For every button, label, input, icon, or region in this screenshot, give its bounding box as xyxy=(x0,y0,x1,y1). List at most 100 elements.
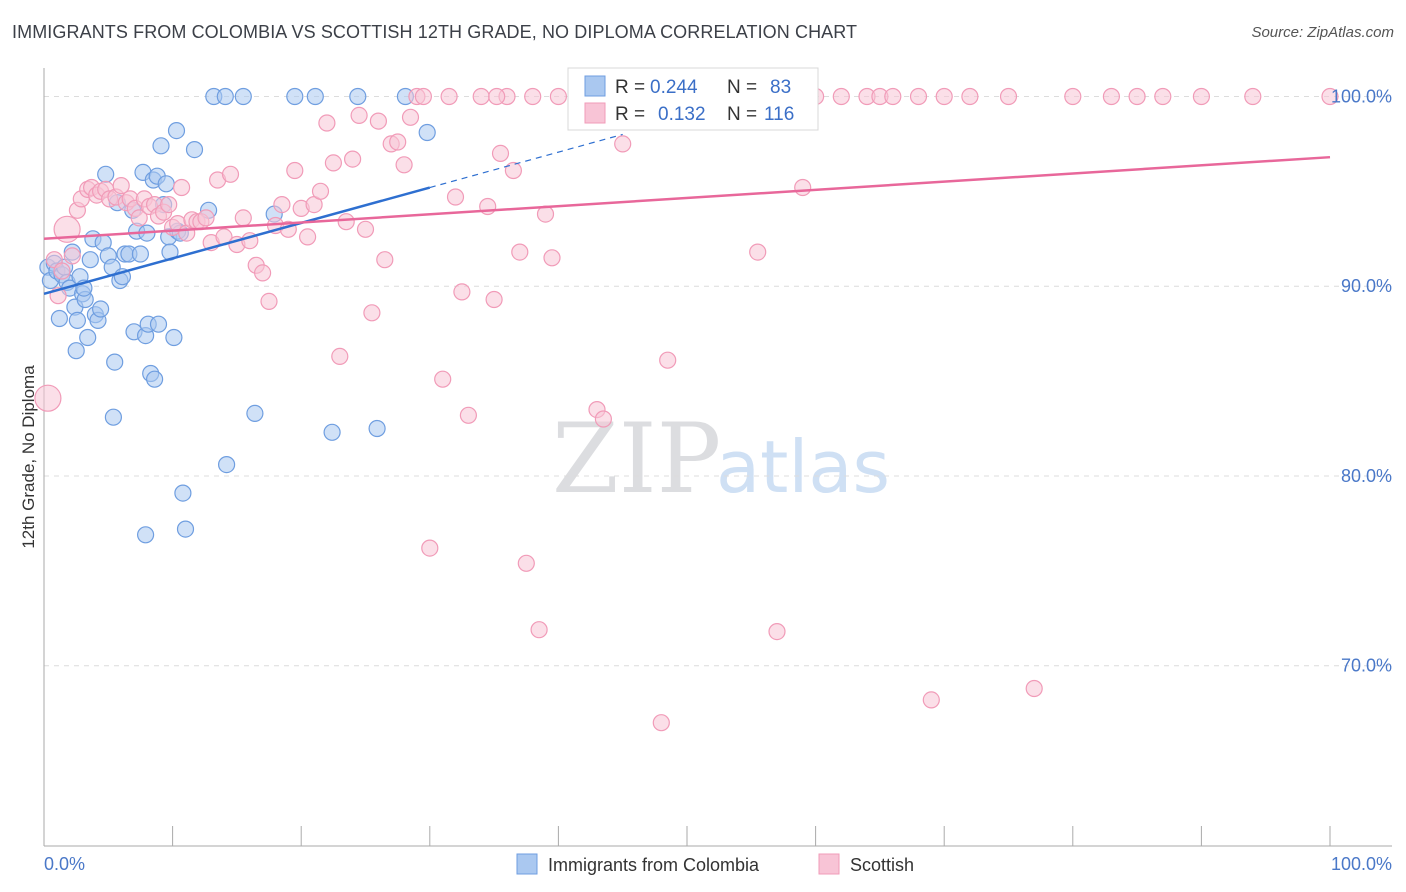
axes xyxy=(43,68,1392,847)
point-scottish-106 xyxy=(909,87,928,106)
point-scottish-61 xyxy=(376,251,394,269)
point-scottish-49 xyxy=(299,228,317,246)
point-colombia-16 xyxy=(79,328,97,347)
stats-n-value-colombia: 83 xyxy=(770,77,791,98)
y-tick-label-3: 100.0% xyxy=(1331,86,1392,106)
y-axis-title: 12th Grade, No Diploma xyxy=(19,365,38,549)
trend-lines xyxy=(43,133,1331,296)
point-colombia-56 xyxy=(185,141,204,159)
point-scottish-68 xyxy=(421,539,439,557)
point-colombia-64 xyxy=(286,87,304,106)
point-scottish-77 xyxy=(491,144,510,162)
point-colombia-35 xyxy=(131,245,149,263)
point-scottish-108 xyxy=(961,87,979,106)
point-colombia-54 xyxy=(174,484,192,502)
point-colombia-26 xyxy=(106,353,124,371)
y-tick-label-0: 70.0% xyxy=(1341,656,1392,676)
point-scottish-43 xyxy=(260,292,278,310)
point-scottish-37 xyxy=(221,165,240,183)
trend-colombia xyxy=(43,186,431,296)
x-tick-label-0: 0.0% xyxy=(44,854,85,874)
point-scottish-39 xyxy=(234,209,252,227)
point-colombia-72 xyxy=(137,526,155,544)
point-scottish-33 xyxy=(197,209,215,227)
point-colombia-50 xyxy=(165,328,183,347)
point-colombia-68 xyxy=(368,419,386,438)
point-scottish-79 xyxy=(504,161,523,180)
point-scottish-52 xyxy=(318,114,336,132)
point-colombia-51 xyxy=(167,122,186,140)
point-scottish-51 xyxy=(311,182,330,200)
watermark-zip: ZIP xyxy=(552,403,721,515)
grid xyxy=(44,95,1392,667)
point-colombia-45 xyxy=(152,137,170,155)
legend-swatch-scottish xyxy=(818,853,840,875)
stats-r-value-scottish: 0.132 xyxy=(658,104,706,125)
stats-n-label-scottish: N = xyxy=(727,104,757,125)
point-scottish-95 xyxy=(659,351,677,369)
stats-box: R = 0.244 N = 83 R = 0.132 N = 116 xyxy=(567,67,819,131)
point-colombia-47 xyxy=(157,175,175,193)
source-label: Source: ZipAtlas.com xyxy=(1251,24,1394,41)
point-scottish-122 xyxy=(935,87,953,106)
point-scottish-57 xyxy=(350,106,368,125)
watermark-atlas: atlas xyxy=(716,425,890,509)
point-colombia-60 xyxy=(218,456,236,474)
point-colombia-4 xyxy=(50,309,69,328)
stats-r-label-colombia: R = xyxy=(615,77,645,98)
point-scottish-82 xyxy=(524,87,542,106)
point-colombia-70 xyxy=(418,123,436,142)
stats-r-value-colombia: 0.244 xyxy=(650,77,698,98)
point-scottish-85 xyxy=(543,249,561,267)
point-scottish-65 xyxy=(401,108,420,126)
point-scottish-3 xyxy=(53,262,71,280)
point-colombia-44 xyxy=(149,315,168,333)
point-scottish-72 xyxy=(453,283,471,301)
point-scottish-25 xyxy=(160,196,178,214)
point-scottish-19 xyxy=(130,209,148,227)
point-scottish-42 xyxy=(254,264,272,282)
point-scottish-55 xyxy=(337,213,355,231)
point-colombia-65 xyxy=(306,87,324,106)
point-scottish-28 xyxy=(173,178,191,197)
point-scottish-114 xyxy=(1192,87,1211,106)
y-tick-label-1: 80.0% xyxy=(1341,466,1392,486)
point-scottish-100 xyxy=(768,622,786,641)
point-colombia-61 xyxy=(234,87,252,106)
point-colombia-42 xyxy=(146,370,164,388)
point-colombia-23 xyxy=(97,165,115,183)
point-scottish-102 xyxy=(794,178,812,197)
point-scottish-59 xyxy=(363,304,381,322)
point-scottish-83 xyxy=(530,621,548,639)
point-scottish-64 xyxy=(395,156,413,174)
point-scottish-45 xyxy=(273,196,291,214)
point-scottish-76 xyxy=(485,290,503,309)
point-scottish-89 xyxy=(594,410,613,428)
point-scottish-15 xyxy=(112,177,130,195)
point-scottish-71 xyxy=(446,188,465,206)
point-scottish-54 xyxy=(331,347,349,365)
point-scottish-0 xyxy=(34,384,62,412)
point-colombia-55 xyxy=(176,520,195,538)
stats-box-frame xyxy=(567,67,819,131)
point-scottish-94 xyxy=(652,714,670,732)
point-colombia-21 xyxy=(91,300,110,318)
point-scottish-113 xyxy=(1154,87,1172,106)
point-scottish-99 xyxy=(749,243,767,261)
point-scottish-123 xyxy=(1128,87,1146,106)
legend-label-scottish: Scottish xyxy=(850,855,914,875)
point-scottish-103 xyxy=(832,87,850,106)
point-scottish-115 xyxy=(1244,87,1262,106)
point-scottish-91 xyxy=(614,135,632,153)
point-scottish-60 xyxy=(369,112,387,130)
point-scottish-47 xyxy=(286,161,304,180)
point-scottish-5 xyxy=(63,247,81,265)
point-scottish-56 xyxy=(344,150,362,168)
point-scottish-70 xyxy=(440,87,458,106)
point-scottish-116 xyxy=(1321,87,1339,106)
point-scottish-63 xyxy=(389,133,407,151)
stats-n-value-scottish: 116 xyxy=(764,104,794,125)
point-colombia-17 xyxy=(81,251,99,269)
x-tick-labels: 0.0% 100.0% xyxy=(44,854,1392,874)
